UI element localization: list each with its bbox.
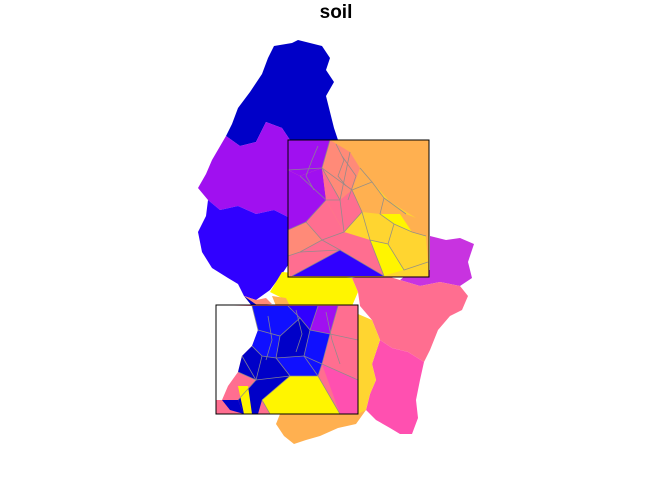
region-northwest [198,122,290,218]
lower-bounding-box [215,304,359,415]
upper-bounding-box [287,139,430,278]
region-north [226,40,338,146]
map-title: soil [319,2,353,23]
region-southeast [366,340,424,434]
lower-inset-mesh [216,305,359,415]
upper-inset-mesh [287,139,429,277]
region-south [276,410,366,444]
region-east [352,274,468,362]
region-center-patch-2 [272,296,290,306]
region-south-center [358,314,380,416]
region-west [198,200,290,300]
region-center-band [270,272,358,306]
